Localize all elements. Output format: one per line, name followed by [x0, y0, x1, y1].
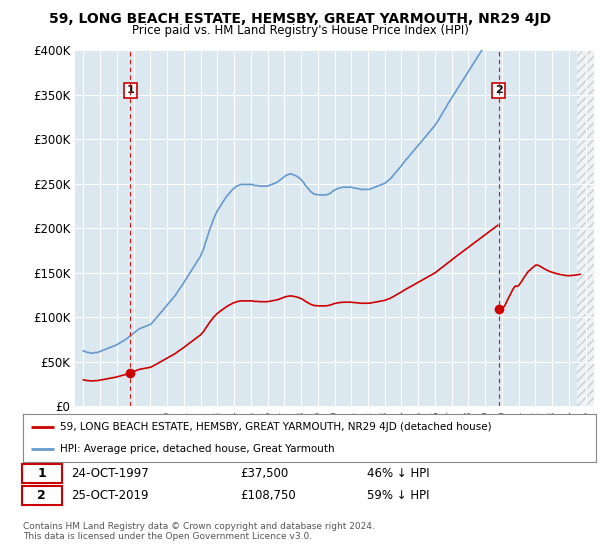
Text: 59, LONG BEACH ESTATE, HEMSBY, GREAT YARMOUTH, NR29 4JD (detached house): 59, LONG BEACH ESTATE, HEMSBY, GREAT YAR… — [60, 422, 491, 432]
FancyBboxPatch shape — [22, 464, 62, 483]
Text: 2: 2 — [495, 86, 503, 95]
Text: 25-OCT-2019: 25-OCT-2019 — [71, 489, 149, 502]
Bar — [577, 50, 600, 406]
Text: 59, LONG BEACH ESTATE, HEMSBY, GREAT YARMOUTH, NR29 4JD: 59, LONG BEACH ESTATE, HEMSBY, GREAT YAR… — [49, 12, 551, 26]
Text: £108,750: £108,750 — [241, 489, 296, 502]
Text: HPI: Average price, detached house, Great Yarmouth: HPI: Average price, detached house, Grea… — [60, 444, 335, 454]
Text: 1: 1 — [127, 86, 134, 95]
Text: Price paid vs. HM Land Registry's House Price Index (HPI): Price paid vs. HM Land Registry's House … — [131, 24, 469, 36]
Text: 1: 1 — [37, 467, 46, 480]
Text: 24-OCT-1997: 24-OCT-1997 — [71, 467, 149, 480]
Text: Contains HM Land Registry data © Crown copyright and database right 2024.
This d: Contains HM Land Registry data © Crown c… — [23, 522, 374, 542]
Text: £37,500: £37,500 — [241, 467, 289, 480]
FancyBboxPatch shape — [22, 486, 62, 505]
Text: 59% ↓ HPI: 59% ↓ HPI — [367, 489, 429, 502]
Text: 46% ↓ HPI: 46% ↓ HPI — [367, 467, 429, 480]
Text: 2: 2 — [37, 489, 46, 502]
